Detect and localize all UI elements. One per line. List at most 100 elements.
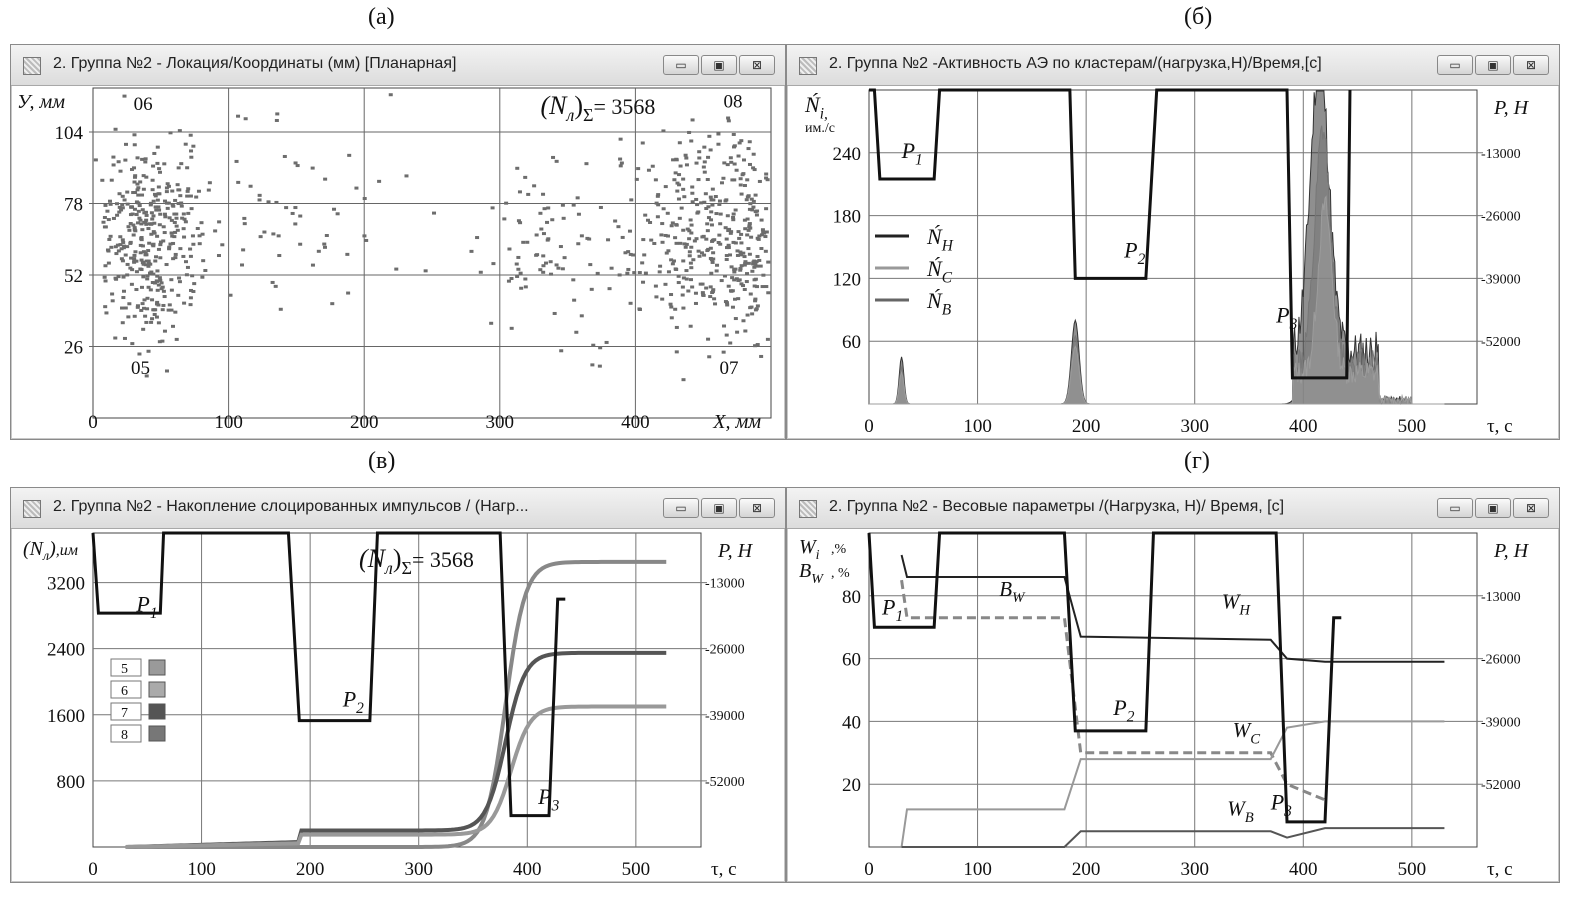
- event-point: [689, 139, 694, 143]
- event-point: [761, 273, 766, 277]
- close-button[interactable]: ⊠: [1513, 55, 1549, 75]
- event-point: [755, 254, 760, 258]
- event-point: [103, 305, 108, 309]
- app-icon[interactable]: [799, 57, 817, 75]
- event-point: [705, 229, 710, 233]
- close-button[interactable]: ⊠: [739, 55, 775, 75]
- event-point: [681, 187, 686, 191]
- y-tick-label: 78: [64, 195, 83, 216]
- event-point: [105, 248, 110, 252]
- x-tick-label: 100: [963, 859, 992, 880]
- event-point: [123, 253, 128, 257]
- event-point: [753, 262, 758, 266]
- event-point: [132, 259, 137, 263]
- minimize-button[interactable]: ▭: [1437, 498, 1473, 518]
- event-point: [133, 174, 138, 178]
- minimize-button[interactable]: ▭: [1437, 55, 1473, 75]
- minimize-button[interactable]: ▭: [663, 55, 699, 75]
- close-button[interactable]: ⊠: [739, 498, 775, 518]
- event-point: [724, 254, 729, 258]
- x-tick-label: 300: [404, 859, 433, 880]
- event-point: [155, 198, 160, 202]
- x-tick-label: 500: [622, 859, 651, 880]
- event-point: [117, 205, 122, 209]
- titlebar[interactable]: 2. Группа №2 - Весовые параметры /(Нагру…: [787, 488, 1559, 529]
- event-point: [346, 291, 351, 295]
- load-label: P1: [881, 595, 903, 626]
- event-point: [157, 223, 162, 227]
- app-icon[interactable]: [23, 500, 41, 518]
- legend-label-box: [110, 680, 142, 699]
- event-point: [749, 197, 754, 201]
- titlebar[interactable]: 2. Группа №2 - Накопление слоцированных …: [11, 488, 785, 529]
- event-point: [587, 237, 592, 241]
- event-point: [702, 160, 707, 164]
- event-point: [640, 141, 645, 145]
- event-point: [755, 343, 760, 347]
- event-point: [724, 301, 729, 305]
- event-point: [122, 198, 127, 202]
- event-point: [141, 275, 146, 279]
- window-title: 2. Группа №2 - Локация/Координаты (мм) […: [53, 55, 457, 72]
- event-point: [700, 235, 705, 239]
- event-point: [164, 369, 169, 373]
- titlebar[interactable]: 2. Группа №2 -Активность АЭ по кластерам…: [787, 45, 1559, 86]
- event-point: [153, 205, 158, 209]
- event-point: [631, 253, 636, 257]
- event-point: [538, 268, 543, 272]
- event-point: [175, 228, 180, 232]
- event-point: [641, 238, 646, 242]
- event-point: [754, 213, 759, 217]
- right-axis-label: P, H: [1493, 97, 1530, 119]
- event-point: [548, 260, 553, 264]
- titlebar[interactable]: 2. Группа №2 - Локация/Координаты (мм) […: [11, 45, 785, 86]
- event-point: [766, 260, 771, 264]
- event-point: [724, 333, 729, 337]
- event-point: [763, 235, 768, 239]
- event-point: [739, 264, 744, 268]
- event-point: [190, 234, 195, 238]
- event-point: [666, 270, 671, 274]
- event-point: [290, 211, 295, 215]
- maximize-button[interactable]: ▣: [701, 498, 737, 518]
- maximize-button[interactable]: ▣: [1475, 498, 1511, 518]
- legend-label-box: [110, 702, 142, 721]
- event-point: [690, 191, 695, 195]
- event-point: [753, 193, 758, 197]
- event-point: [139, 285, 144, 289]
- event-point: [143, 263, 148, 267]
- event-point: [164, 263, 169, 267]
- event-point: [105, 209, 110, 213]
- event-point: [169, 218, 174, 222]
- event-point: [708, 195, 713, 199]
- event-point: [153, 308, 158, 312]
- event-point: [755, 264, 760, 268]
- event-point: [142, 298, 147, 302]
- event-point: [545, 220, 550, 224]
- event-point: [743, 261, 748, 265]
- event-point: [186, 211, 191, 215]
- event-point: [177, 280, 182, 284]
- maximize-button[interactable]: ▣: [1475, 55, 1511, 75]
- close-button[interactable]: ⊠: [1513, 498, 1549, 518]
- event-point: [705, 222, 710, 226]
- event-point: [143, 251, 148, 255]
- event-point: [736, 297, 741, 301]
- x-tick-label: 500: [1398, 859, 1427, 880]
- minimize-button[interactable]: ▭: [663, 498, 699, 518]
- app-icon[interactable]: [799, 500, 817, 518]
- event-point: [120, 194, 125, 198]
- maximize-button[interactable]: ▣: [701, 55, 737, 75]
- event-point: [151, 244, 156, 248]
- event-point: [686, 289, 691, 293]
- activity-chart: 0 100 200 300 400 500 60 120 180 240 -13000 -26000 -…: [804, 88, 1530, 437]
- event-point: [432, 211, 437, 215]
- x-axis-label: τ, с: [1487, 416, 1513, 437]
- event-point: [167, 245, 172, 249]
- app-icon[interactable]: [23, 57, 41, 75]
- event-point: [754, 307, 759, 311]
- load-curve-P: [869, 88, 1352, 380]
- y-axis-unit-2: , %: [831, 566, 850, 581]
- event-point: [721, 350, 726, 354]
- event-point: [322, 242, 327, 246]
